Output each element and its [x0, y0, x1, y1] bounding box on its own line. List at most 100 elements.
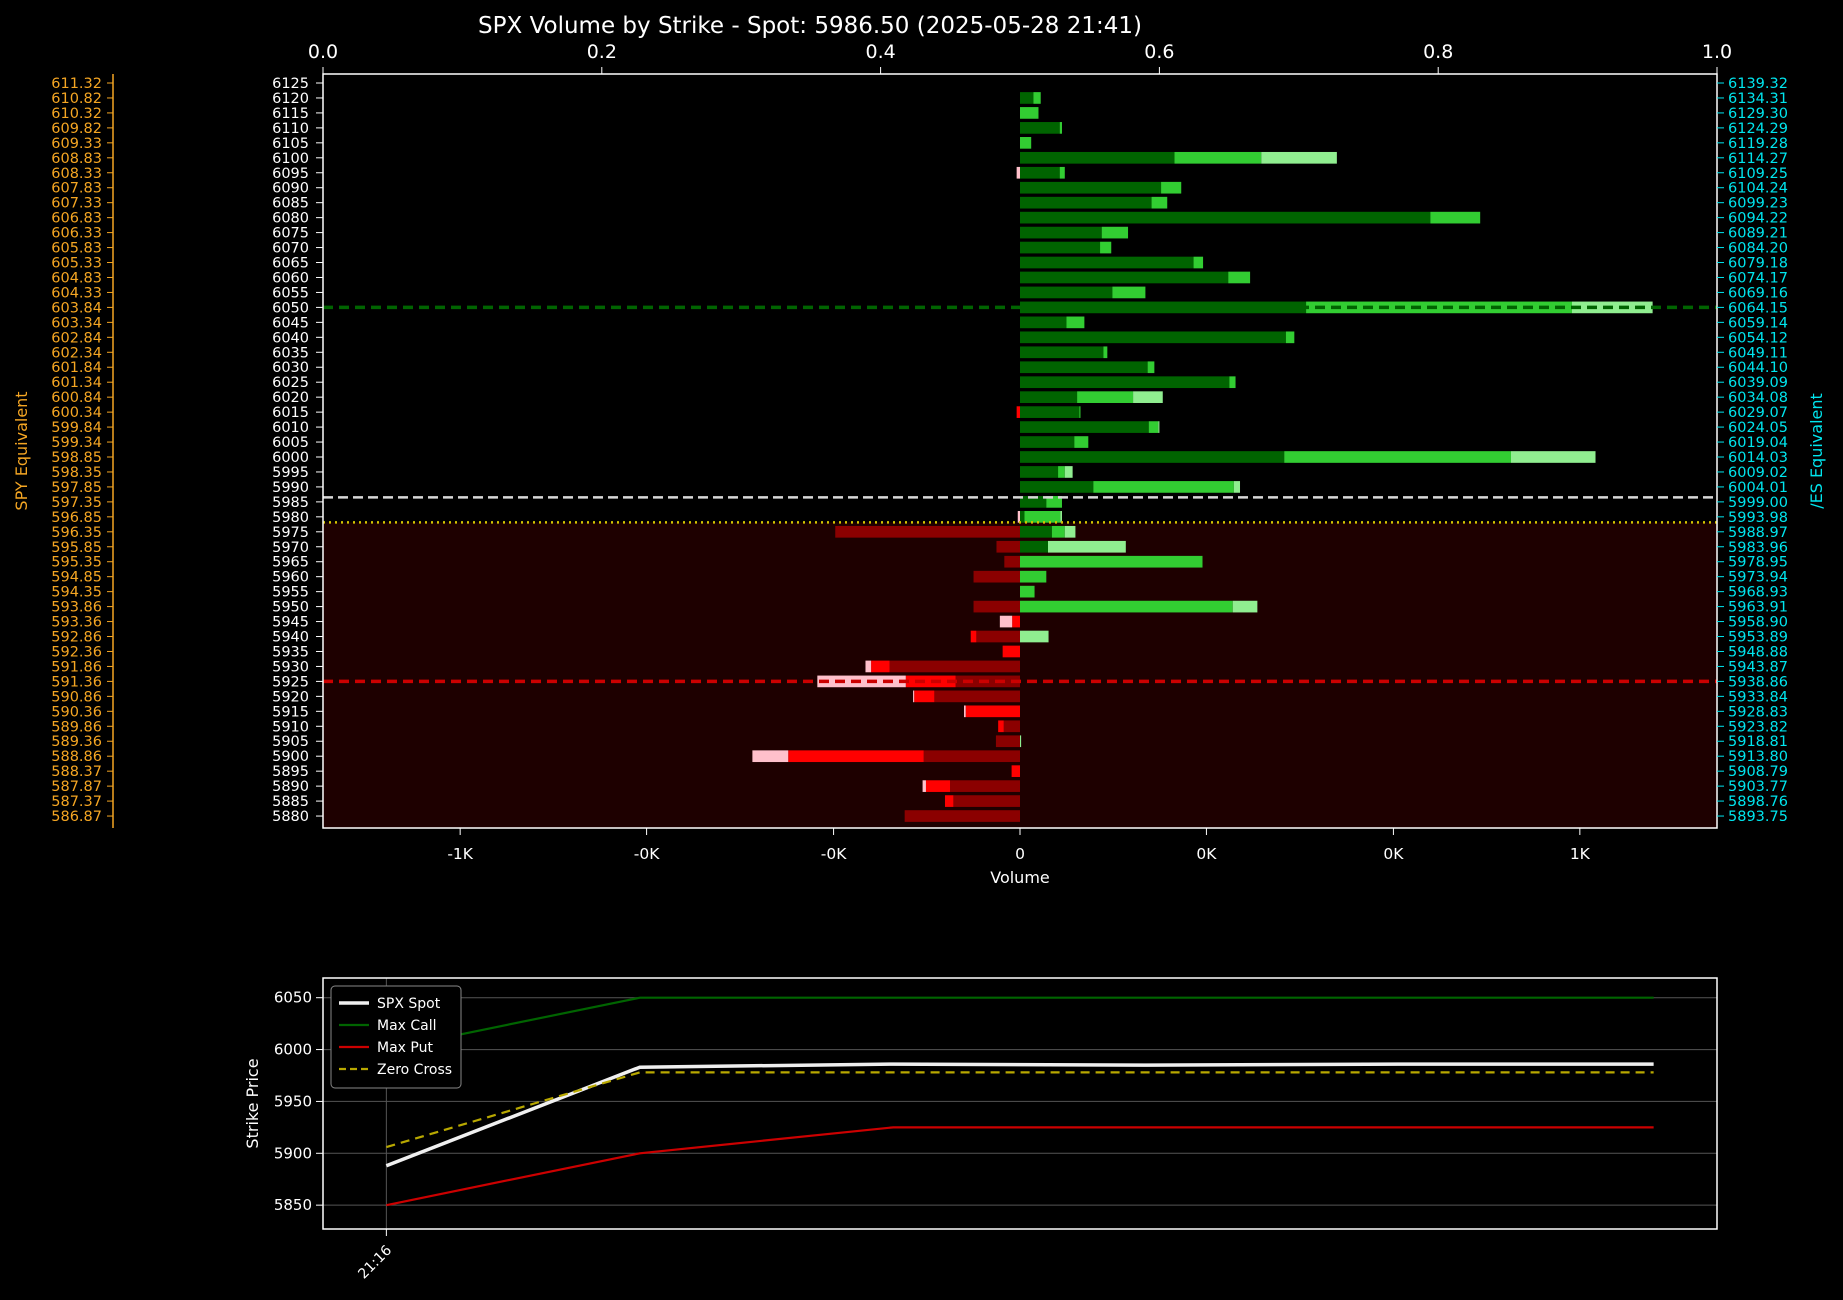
call-volume-bar-6075 [1020, 226, 1102, 239]
call-volume-bar-6080 [1430, 211, 1481, 224]
strike-label: 5995 [272, 465, 309, 481]
strike-label: 6040 [272, 330, 309, 346]
put-volume-bar-6095 [1016, 166, 1020, 179]
strike-label: 5920 [272, 689, 309, 705]
es-equivalent-label: 5999.00 [1728, 495, 1788, 511]
strike-label: 6085 [272, 196, 309, 212]
es-equivalent-label: 6044.10 [1728, 360, 1788, 376]
call-volume-bar-6100 [1261, 151, 1337, 164]
call-volume-bar-6005 [1020, 436, 1075, 448]
es-equivalent-label: 5958.90 [1728, 615, 1788, 631]
call-volume-bar-5970 [1020, 540, 1048, 553]
es-equivalent-label: 5978.95 [1728, 555, 1788, 571]
series-line-zero-cross [386, 1071, 1654, 1149]
es-equivalent-label: 5963.91 [1728, 600, 1788, 616]
strike-label: 6050 [272, 300, 309, 316]
spy-equivalent-label: 605.83 [51, 241, 102, 257]
put-volume-bar-5925 [817, 675, 906, 688]
spy-equivalent-label: 603.84 [51, 300, 102, 316]
spy-equivalent-label: 604.83 [51, 270, 102, 286]
es-equivalent-label: 6089.21 [1728, 226, 1788, 242]
call-volume-bar-5980 [1024, 511, 1061, 523]
call-volume-bar-6060 [1020, 271, 1229, 284]
spy-equivalent-label: 588.37 [51, 764, 102, 780]
call-volume-bar-6055 [1020, 286, 1113, 299]
strike-label: 5925 [272, 674, 309, 690]
spy-equivalent-label: 598.85 [51, 450, 102, 466]
spy-equivalent-label: 602.34 [51, 345, 102, 361]
es-equivalent-label: 5923.82 [1728, 719, 1788, 735]
call-volume-bar-5995 [1064, 466, 1073, 478]
call-volume-bar-6020 [1077, 391, 1134, 403]
es-equivalent-label: 6114.27 [1728, 151, 1788, 167]
volume-axis-title: Volume [990, 868, 1050, 887]
call-volume-bar-6050 [1306, 301, 1573, 314]
call-volume-bar-5970 [1047, 540, 1126, 553]
call-volume-bar-6045 [1020, 316, 1067, 329]
strike-label: 5960 [272, 570, 309, 586]
es-equivalent-label: 6064.15 [1728, 300, 1788, 316]
strike-label: 6110 [272, 121, 309, 137]
spy-equivalent-label: 590.86 [51, 689, 102, 705]
strike-label: 5990 [272, 480, 309, 496]
strike-label: 6060 [272, 270, 309, 286]
strike-label: 5985 [272, 495, 309, 511]
put-volume-bar-5900 [752, 750, 789, 763]
strike-label: 6095 [272, 166, 309, 182]
es-equivalent-label: 6039.09 [1728, 375, 1788, 391]
spy-axis-label: SPY Equivalent [12, 391, 31, 510]
call-volume-bar-5975 [1020, 525, 1052, 538]
strike-label: 5910 [272, 719, 309, 735]
strike-label: 6015 [272, 405, 309, 421]
legend-label: Max Put [377, 1040, 433, 1056]
call-volume-bar-6000 [1020, 451, 1285, 463]
volume-axis-label: -1K [447, 845, 473, 863]
es-equivalent-label: 6134.31 [1728, 91, 1788, 107]
put-volume-bar-5920 [914, 690, 935, 703]
call-volume-bar-5905 [1020, 735, 1022, 748]
strike-label: 5965 [272, 555, 309, 571]
spy-equivalent-label: 599.84 [51, 420, 102, 436]
es-equivalent-label: 6054.12 [1728, 330, 1788, 346]
call-volume-bar-5995 [1020, 466, 1059, 478]
strike-label: 6125 [272, 76, 309, 92]
call-volume-bar-5990 [1233, 481, 1241, 493]
spy-equivalent-label: 587.37 [51, 794, 102, 810]
es-equivalent-label: 5918.81 [1728, 734, 1788, 750]
call-volume-bar-6005 [1074, 436, 1089, 448]
series-line-max-put [386, 1126, 1654, 1207]
es-equivalent-label: 5953.89 [1728, 630, 1788, 646]
call-volume-bar-6025 [1229, 376, 1236, 389]
spy-equivalent-label: 604.33 [51, 285, 102, 301]
put-volume-bar-5910 [998, 720, 1004, 733]
put-volume-bar-5900 [788, 750, 924, 763]
call-volume-bar-6105 [1020, 137, 1032, 149]
put-volume-bar-5945 [1012, 615, 1020, 628]
spy-equivalent-label: 596.35 [51, 525, 102, 541]
es-equivalent-label: 6129.30 [1728, 106, 1788, 122]
call-volume-bar-6010 [1148, 421, 1159, 433]
put-volume-bar-6015 [1016, 406, 1020, 418]
top-axis-label: 0.0 [308, 41, 338, 63]
strike-label: 6005 [272, 435, 309, 451]
volume-bar-panel: 6125612061156110610561006095609060856080… [12, 41, 1826, 887]
spy-equivalent-label: 610.32 [51, 106, 102, 122]
es-equivalent-label: 6019.04 [1728, 435, 1788, 451]
call-volume-bar-5965 [1020, 555, 1203, 568]
put-volume-bar-5970 [996, 540, 1020, 553]
es-equivalent-label: 6099.23 [1728, 196, 1788, 212]
spy-equivalent-label: 601.34 [51, 375, 102, 391]
volume-axis-label: 0K [1196, 845, 1217, 863]
spy-equivalent-label: 594.35 [51, 585, 102, 601]
spy-equivalent-label: 600.34 [51, 405, 102, 421]
call-volume-bar-6010 [1158, 421, 1160, 433]
strike-label: 6025 [272, 375, 309, 391]
put-volume-bar-5965 [1004, 555, 1020, 568]
es-equivalent-label: 6124.29 [1728, 121, 1788, 137]
call-volume-bar-5975 [1051, 525, 1065, 538]
es-equivalent-label: 6104.24 [1728, 181, 1788, 197]
spy-equivalent-label: 591.86 [51, 659, 102, 675]
put-volume-bar-5980 [1017, 511, 1020, 523]
put-volume-bar-5935 [1002, 645, 1020, 658]
call-volume-bar-6115 [1020, 107, 1039, 119]
